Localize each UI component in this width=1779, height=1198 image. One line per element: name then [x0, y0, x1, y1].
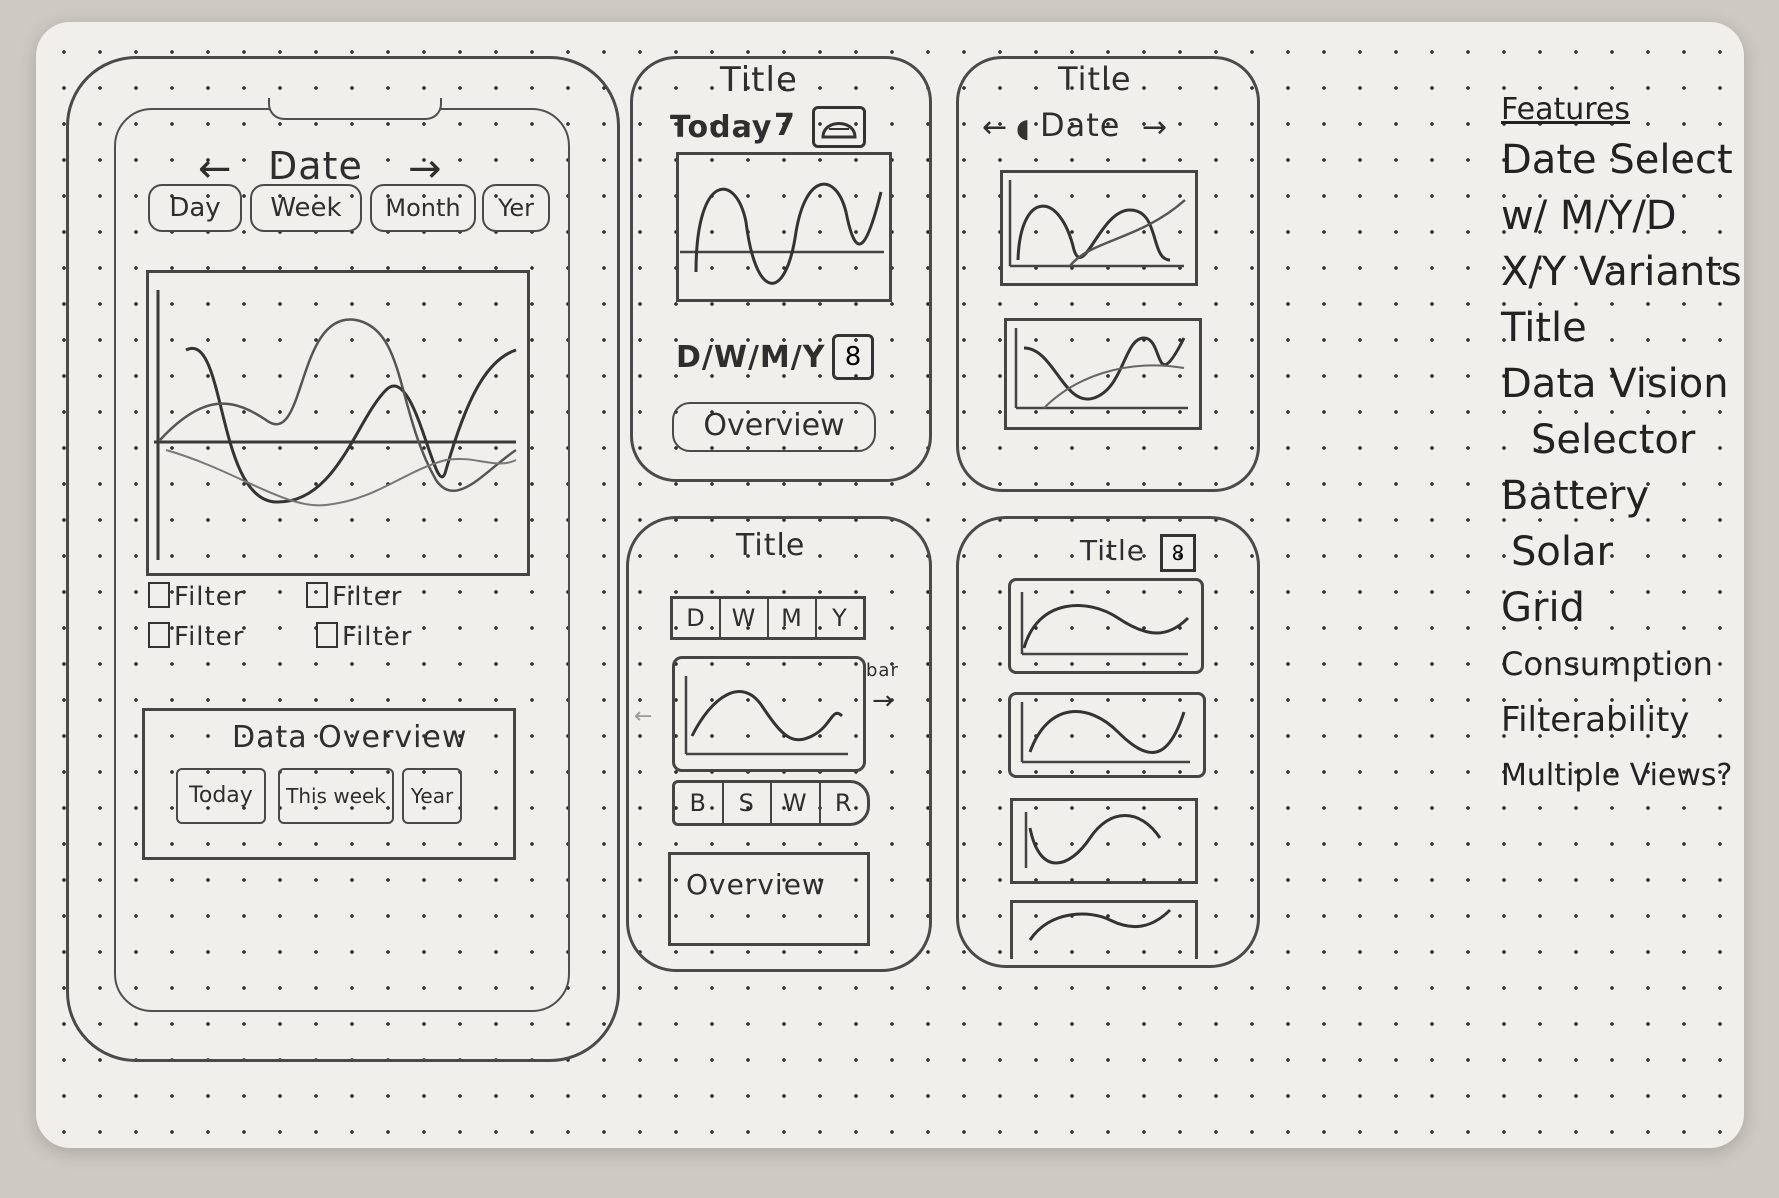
filter-label: Filter: [174, 622, 245, 652]
screen3-chart-2: [1004, 318, 1202, 430]
screen2-bolt-icon[interactable]: 8: [832, 334, 874, 380]
screen4-source-tabs: B S W R: [672, 780, 870, 826]
data-overview-card: [142, 708, 516, 860]
filter-checkbox-3[interactable]: Filter: [148, 622, 244, 652]
feature-item: Data Vision: [1501, 361, 1729, 407]
screen4-range-tabs: D W M Y: [670, 596, 866, 640]
filter-label: Filter: [342, 622, 413, 652]
main-chart-lines: [154, 290, 517, 560]
screen4-tab-r[interactable]: R: [834, 789, 853, 817]
screen2-date-label[interactable]: Today: [670, 110, 773, 145]
checkbox-icon: [306, 582, 328, 608]
checkbox-icon: [148, 622, 170, 648]
overview-tab-today[interactable]: Today: [176, 768, 266, 824]
screen3-chart-1: [1000, 170, 1198, 286]
screen3-location-icon: ◖: [1016, 114, 1030, 144]
screen5-chart-1: [1008, 578, 1204, 674]
screen2-range-selector[interactable]: D/W/M/Y: [676, 340, 826, 375]
screen3-prev-arrow[interactable]: ←: [982, 110, 1009, 145]
phone-notch: [268, 98, 442, 120]
screen2-date-arrow[interactable]: 7: [774, 108, 796, 143]
screen4-overview-card[interactable]: [668, 852, 870, 946]
screen4-tab-m[interactable]: M: [769, 599, 817, 637]
feature-item: Consumption: [1501, 645, 1713, 683]
screen4-tab-battery[interactable]: B: [675, 783, 724, 823]
screen4-chart: [672, 656, 866, 772]
screen4-tab-wind[interactable]: W: [772, 783, 821, 823]
screen5-chart-2: [1008, 692, 1206, 778]
phone-frame-4: [626, 516, 932, 972]
checkbox-icon: [148, 582, 170, 608]
screen4-tab-w[interactable]: W: [721, 599, 769, 637]
filter-checkbox-1[interactable]: Filter: [148, 582, 244, 612]
date-label[interactable]: Date: [268, 144, 363, 188]
checkbox-icon: [316, 622, 338, 648]
feature-item: Filterability: [1501, 700, 1690, 740]
screen2-title: Title: [720, 60, 798, 100]
screen5-chart-4-lines: [1028, 908, 1172, 941]
screen5-chart-1-lines: [1020, 592, 1190, 656]
main-chart: [146, 270, 530, 576]
feature-item: Grid: [1501, 585, 1585, 631]
screen4-title: Title: [736, 528, 806, 563]
feature-item: X/Y Variants: [1501, 249, 1742, 295]
battery-icon[interactable]: [812, 106, 866, 148]
screen3-chart-1-lines: [1008, 180, 1186, 268]
screen4-tab-d[interactable]: D: [673, 599, 721, 637]
notebook-page: ← Date → Day Week Month Yer Filter Filte…: [36, 22, 1744, 1148]
phone-frame-2: [630, 56, 932, 482]
screen3-next-arrow[interactable]: →: [1142, 110, 1169, 145]
screen5-chart-4: [1010, 900, 1198, 959]
screen2-overview-button[interactable]: Overview: [672, 402, 876, 452]
features-list: Features Date Select w/ M/Y/D X/Y Varian…: [1501, 88, 1742, 804]
feature-item: Battery: [1501, 473, 1650, 519]
tab-week[interactable]: Week: [250, 184, 362, 232]
screen4-next-arrow[interactable]: →: [872, 686, 895, 716]
screen4-overview-label: Overview: [686, 868, 826, 901]
screen3-date-label[interactable]: Date: [1040, 106, 1121, 144]
data-overview-title: Data Overview: [232, 720, 468, 755]
features-heading: Features: [1501, 92, 1630, 127]
screen4-side-note: bar: [866, 660, 899, 681]
screen2-chart-lines: [680, 182, 884, 285]
phone-frame-5: [956, 516, 1260, 968]
screen4-tab-solar[interactable]: S: [724, 783, 772, 823]
screen5-chart-2-lines: [1020, 702, 1190, 764]
filter-checkbox-4[interactable]: Filter: [316, 622, 412, 652]
screen3-chart-2-lines: [1014, 328, 1188, 410]
phone-frame-large: [66, 56, 620, 1062]
screen5-chart-3-lines: [1024, 812, 1162, 868]
screen5-bolt-icon[interactable]: 8: [1160, 534, 1196, 572]
screen4-prev-arrow[interactable]: ←: [634, 704, 654, 729]
overview-tab-year[interactable]: Year: [402, 768, 462, 824]
filter-label: Filter: [174, 582, 245, 612]
feature-item: Selector: [1531, 417, 1696, 463]
phone-frame-3: [956, 56, 1260, 492]
screen2-chart: [676, 152, 892, 302]
screen5-chart-3: [1010, 798, 1198, 884]
feature-item: Solar: [1511, 529, 1613, 575]
feature-item: Date Select: [1501, 137, 1733, 183]
screen3-title: Title: [1058, 60, 1132, 98]
filter-label: Filter: [332, 582, 403, 612]
feature-item: Title: [1501, 305, 1587, 351]
screen4-tab-y[interactable]: Y: [832, 604, 848, 632]
feature-item: w/ M/Y/D: [1501, 193, 1677, 239]
tab-day[interactable]: Day: [148, 184, 242, 232]
screen5-title: Title: [1080, 534, 1146, 567]
feature-item: Multiple Views?: [1501, 758, 1733, 793]
screen4-chart-lines: [684, 676, 848, 756]
tab-year[interactable]: Yer: [482, 184, 550, 232]
overview-tab-this-week[interactable]: This week: [278, 768, 394, 824]
filter-checkbox-2[interactable]: Filter: [306, 582, 402, 612]
tab-month[interactable]: Month: [370, 184, 476, 232]
